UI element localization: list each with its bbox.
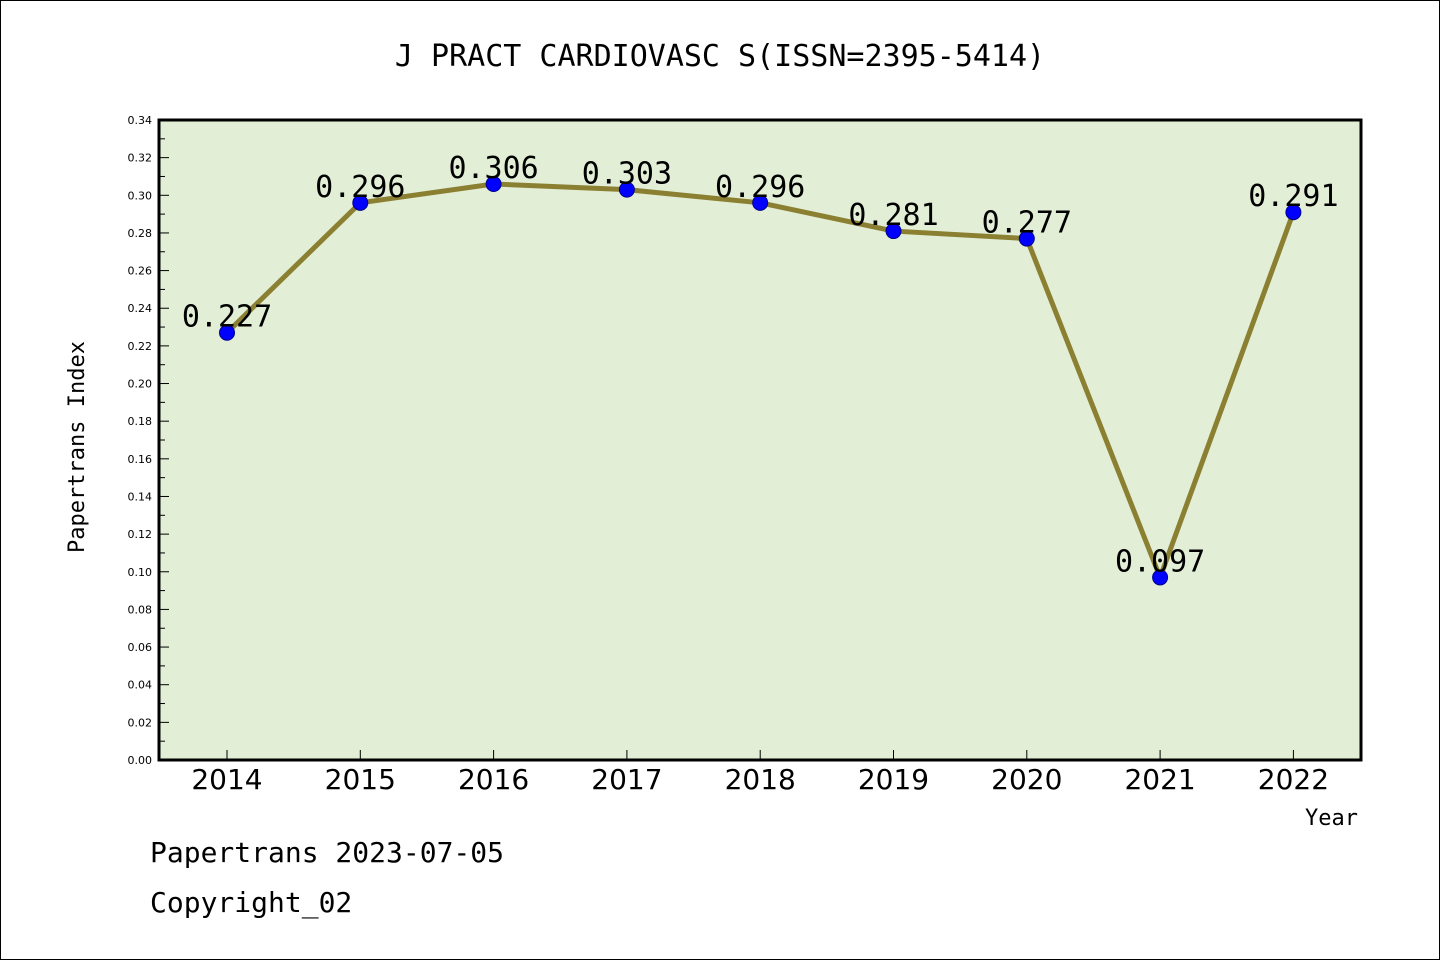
y-tick-label: 0.00: [128, 754, 153, 767]
data-point: [1152, 569, 1169, 586]
y-tick-label: 0.02: [128, 716, 153, 729]
y-tick-label: 0.16: [128, 453, 153, 466]
data-label: 0.277: [982, 206, 1072, 241]
data-labels: 0.227 0.296 0.306 0.303 0.296 0.281 0.277 0.097…: [182, 151, 1339, 579]
y-tick-label: 0.32: [128, 152, 153, 165]
chart-title: J PRACT CARDIOVASC S(ISSN=2395-5414): [395, 39, 1045, 74]
x-tick-label: 2016: [458, 763, 529, 796]
y-tick-label: 0.08: [128, 603, 153, 616]
y-tick-label: 0.30: [128, 189, 153, 202]
y-tick-label: 0.12: [128, 528, 153, 541]
data-point: [752, 194, 769, 211]
x-tick-label: 2014: [191, 763, 262, 796]
series-points: [219, 176, 1302, 586]
footer-date: Papertrans 2023-07-05: [150, 836, 505, 869]
x-tick-label: 2018: [725, 763, 796, 796]
x-tick-label: 2019: [858, 763, 929, 796]
data-label: 0.303: [582, 157, 672, 192]
data-label: 0.227: [182, 300, 272, 335]
y-tick-label: 0.34: [128, 114, 153, 127]
y-tick-label: 0.14: [128, 490, 153, 503]
data-point: [885, 223, 902, 240]
y-tick-label: 0.20: [128, 378, 153, 391]
data-point: [352, 194, 369, 211]
y-axis-label: Papertrans Index: [65, 341, 90, 553]
data-point: [485, 176, 502, 192]
x-axis-label: Year: [1305, 806, 1358, 831]
y-tick-label: 0.18: [128, 415, 153, 428]
data-label: 0.281: [848, 198, 938, 233]
x-tick-label: 2017: [591, 763, 662, 796]
data-point: [1018, 230, 1035, 247]
y-tick-label: 0.26: [128, 265, 153, 278]
x-tick-label: 2021: [1124, 763, 1195, 796]
x-tick-label: 2015: [325, 763, 396, 796]
data-point: [219, 324, 235, 341]
y-tick-label: 0.22: [128, 340, 153, 353]
data-point: [1285, 204, 1302, 221]
y-tick-label: 0.06: [128, 641, 153, 654]
y-tick-label: 0.24: [128, 302, 153, 315]
data-label: 0.296: [315, 170, 405, 205]
y-tick-label: 0.04: [128, 679, 153, 692]
y-tick-label: 0.28: [128, 227, 153, 240]
x-tick-label: 2022: [1258, 763, 1329, 796]
data-label: 0.306: [448, 151, 538, 186]
data-label: 0.291: [1248, 179, 1338, 214]
y-tick-label: 0.10: [128, 566, 153, 579]
plot-area: [157, 118, 1363, 762]
x-axis: 2014 2015 2016 2017 2018 2019 2020 2021 2022: [191, 750, 1329, 796]
data-point: [618, 181, 635, 198]
x-tick-label: 2020: [991, 763, 1062, 796]
footer-copyright: Copyright_02: [150, 886, 353, 919]
y-axis: 0.00 0.02 0.04 0.06 0.08 0.10 0.12 0.14 0.16 0.18…: [128, 114, 169, 767]
data-label: 0.296: [715, 170, 805, 205]
data-label: 0.097: [1115, 544, 1205, 579]
